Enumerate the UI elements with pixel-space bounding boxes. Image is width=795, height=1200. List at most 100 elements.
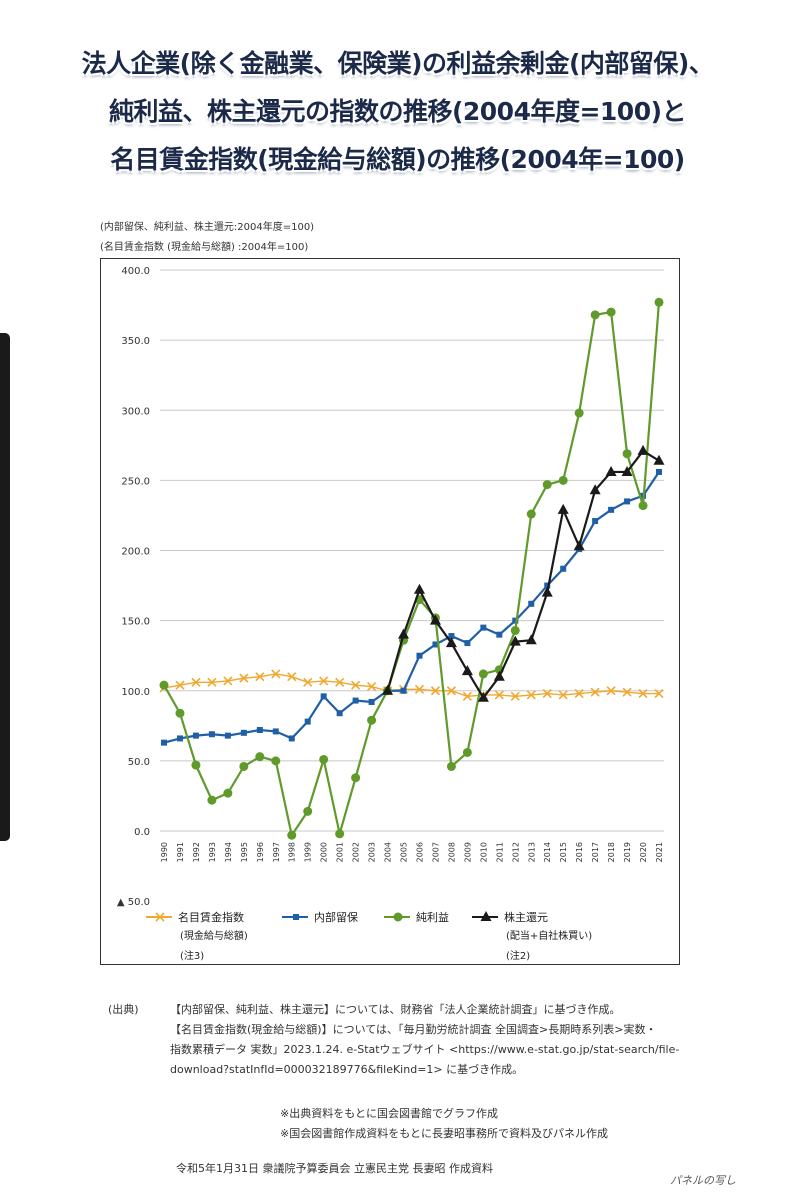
marker-triangle <box>429 614 441 625</box>
y-tick-label: 150.0 <box>121 617 150 628</box>
marker-triangle <box>461 665 473 676</box>
marker-circle <box>271 756 281 766</box>
marker-circle <box>159 680 169 690</box>
marker-square <box>256 727 263 734</box>
scrollbar-handle[interactable] <box>0 333 10 841</box>
marker-circle <box>654 297 664 307</box>
legend-item-純利益: 純利益 <box>384 910 449 924</box>
legend-label: 名目賃金指数 <box>178 910 244 924</box>
y-tick-label: 350.0 <box>121 336 150 347</box>
marker-x <box>462 691 472 701</box>
legend: 名目賃金指数 (現金給与総額) (注3) 内部留保 純利益 株主還元 (配当+自社株買い) (… <box>146 910 592 962</box>
marker-x <box>319 676 329 686</box>
footer-credit: 令和5年1月31日 衆議院予算委員会 立憲民主党 長妻昭 作成資料 <box>176 1162 493 1175</box>
marker-square <box>560 565 567 572</box>
chart-title: 法人企業(除く金融業、保険業)の利益余剰金(内部留保)、 純利益、株主還元の指数… <box>0 40 795 184</box>
x-tick-label: 2016 <box>575 842 584 862</box>
x-tick-label: 1993 <box>208 842 217 862</box>
marker-x <box>335 677 345 687</box>
x-tick-label: 2013 <box>527 842 536 862</box>
marker-circle <box>335 829 345 839</box>
source-line-2: 【名目賃金指数(現金給与総額)】については、「毎月勤労統計調査 全国調査>長期時… <box>170 1023 657 1036</box>
marker-square <box>320 693 327 700</box>
marker-triangle <box>398 628 410 639</box>
marker-circle <box>558 475 568 485</box>
legend-item-内部留保: 内部留保 <box>282 910 358 924</box>
legend-note: (注3) <box>180 949 204 962</box>
marker-x <box>271 669 281 679</box>
y-axis-labels: 400.0 350.0 300.0 250.0 200.0 150.0 100.0 50.0 0… <box>117 266 150 908</box>
legend-item-株主還元: 株主還元 (配当+自社株買い) (注2) <box>472 910 592 962</box>
marker-circle <box>606 307 616 317</box>
marker-x <box>414 684 425 694</box>
note-line-2: ※国会図書館作成資料をもとに長妻昭事務所で資料及びパネル作成 <box>280 1127 608 1140</box>
marker-triangle <box>445 637 457 648</box>
x-tick-label: 1998 <box>288 842 297 862</box>
series-line <box>163 471 660 744</box>
x-tick-label: 2007 <box>431 842 440 862</box>
series-layer <box>159 297 665 840</box>
marker-x <box>207 677 217 687</box>
marker-triangle <box>477 691 489 702</box>
x-tick-label: 2008 <box>447 842 456 862</box>
marker-square <box>304 718 311 725</box>
marker-x <box>255 672 265 682</box>
marker-circle <box>303 806 313 816</box>
legend-sublabel: (配当+自社株買い) <box>506 929 592 942</box>
series-line <box>163 673 659 698</box>
marker-triangle <box>573 540 585 551</box>
source-line-1: 【内部留保、純利益、株主還元】については、財務省「法人企業統計調査」に基づき作成… <box>170 1003 621 1016</box>
source-section: (出典) 【内部留保、純利益、株主還元】については、財務省「法人企業統計調査」に… <box>108 1000 748 1080</box>
series-名目賃金指数 <box>159 669 664 701</box>
marker-triangle <box>541 586 553 597</box>
x-tick-label: 2015 <box>559 842 568 862</box>
marker-triangle <box>621 465 633 476</box>
marker-square <box>432 641 439 648</box>
y-tick-label: 200.0 <box>121 547 150 558</box>
x-tick-label: 2021 <box>655 842 664 862</box>
marker-x <box>638 688 648 699</box>
marker-x <box>654 688 664 699</box>
marker-square <box>624 498 631 505</box>
y-tick-label: 300.0 <box>121 406 150 417</box>
x-tick-label: 2004 <box>384 842 393 862</box>
marker-circle <box>367 715 377 725</box>
marker-x <box>191 677 201 687</box>
y-tick-label: 0.0 <box>134 827 150 838</box>
unit-note-1: (内部留保、純利益、株主還元:2004年度=100) <box>100 222 315 233</box>
marker-x <box>239 673 249 683</box>
series-純利益 <box>159 297 664 840</box>
notes-section: ※出典資料をもとに国会図書館でグラフ作成 ※国会図書館作成資料をもとに長妻昭事務… <box>280 1104 608 1144</box>
chart-frame <box>100 258 680 965</box>
marker-circle <box>255 752 265 762</box>
marker-square <box>448 633 455 640</box>
x-tick-label: 2017 <box>591 842 600 862</box>
x-axis-labels: 1990 1991 1992 1993 1994 1995 1996 1997 1998 1999… <box>160 842 664 862</box>
title-line-2: 純利益、株主還元の指数の推移(2004年度=100)と <box>108 97 687 126</box>
x-tick-label: 2009 <box>463 842 472 862</box>
marker-square <box>192 732 199 739</box>
marker-square <box>512 617 519 624</box>
marker-x <box>510 691 520 701</box>
marker-square <box>224 732 231 739</box>
legend-label: 純利益 <box>416 910 449 924</box>
marker-square <box>293 914 299 920</box>
marker-triangle <box>605 465 617 476</box>
marker-circle <box>287 830 297 840</box>
legend-item-名目賃金指数: 名目賃金指数 (現金給与総額) (注3) <box>146 910 248 962</box>
marker-circle <box>223 788 233 798</box>
marker-square <box>464 640 471 647</box>
marker-triangle <box>525 634 537 645</box>
marker-circle <box>638 501 648 511</box>
x-tick-label: 2000 <box>320 842 329 862</box>
marker-circle <box>526 509 536 519</box>
marker-x <box>622 687 632 697</box>
x-tick-label: 2012 <box>511 842 520 862</box>
legend-note: (注2) <box>506 949 530 962</box>
marker-circle <box>510 625 520 635</box>
x-tick-label: 1999 <box>304 842 313 862</box>
marker-circle <box>175 708 185 718</box>
x-tick-label: 2010 <box>479 842 488 862</box>
marker-circle <box>191 760 201 770</box>
x-tick-label: 2003 <box>368 842 377 862</box>
